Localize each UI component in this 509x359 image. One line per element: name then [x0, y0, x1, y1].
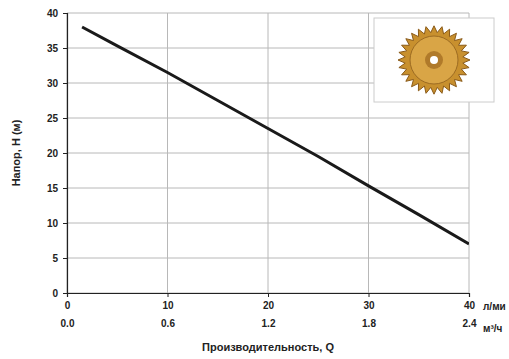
grid-line-y — [67, 153, 469, 154]
grid-line-y — [67, 118, 469, 119]
tick-label: 30 — [363, 300, 375, 311]
tick-mark — [268, 293, 269, 297]
x-unit: л/ми — [483, 301, 506, 312]
tick-mark — [168, 293, 169, 297]
tick: 30 — [363, 293, 375, 311]
tick-mark — [63, 258, 67, 259]
plot: 0 10 20 30 40 0.0 0.6 1.2 1.8 2.4 0 5 10 15 20 25 30 35 40 — [47, 8, 477, 329]
tick-label: 5 — [52, 253, 58, 264]
x2-axis: 0.0 0.6 1.2 1.8 2.4 — [61, 315, 477, 329]
tick: 30 — [47, 78, 67, 89]
series-group — [82, 27, 469, 244]
tick-label: 0.6 — [161, 318, 175, 329]
tick-label: 25 — [47, 113, 59, 124]
x-axis-title: Производительность, Q — [202, 341, 334, 353]
tick: 0.6 — [161, 315, 175, 329]
tick: 0 — [52, 288, 67, 299]
tick-label: 10 — [47, 218, 59, 229]
grid-line-y — [67, 188, 469, 189]
tick-label: 20 — [47, 148, 59, 159]
tick-mark — [63, 153, 67, 154]
series-line — [82, 27, 469, 244]
tick-mark — [63, 83, 67, 84]
tick-mark — [469, 293, 470, 297]
tick: 1.8 — [362, 315, 376, 329]
tick-mark — [63, 223, 67, 224]
grid — [67, 13, 469, 293]
tick: 40 — [464, 293, 476, 311]
tick: 0.0 — [61, 315, 75, 329]
impeller-teeth — [398, 26, 470, 94]
y-axis: 0 5 10 15 20 25 30 35 40 — [47, 8, 68, 299]
tick-label: 1.2 — [262, 318, 276, 329]
tick-label: 40 — [47, 8, 59, 19]
tick: 10 — [162, 293, 174, 311]
tick: 10 — [47, 218, 67, 229]
tick-mark — [63, 293, 67, 294]
tick: 25 — [47, 113, 67, 124]
tick-label: 1.8 — [362, 318, 376, 329]
tick: 20 — [263, 293, 275, 311]
y-axis-title: Напор, H (м) — [10, 119, 22, 186]
axis-line — [63, 14, 68, 294]
x2-unit: м³/ч — [483, 323, 503, 334]
tick: 20 — [47, 148, 67, 159]
tick-label: 35 — [47, 43, 59, 54]
tick: 0 — [65, 293, 71, 311]
tick: 1.2 — [262, 315, 276, 329]
impeller-hub — [425, 51, 443, 69]
tick: 35 — [47, 43, 67, 54]
chart: 0 10 20 30 40 0.0 0.6 1.2 1.8 2.4 0 5 10 15 20 25 30 35 40… — [0, 0, 509, 359]
tick-label: 15 — [47, 183, 59, 194]
tick-mark — [63, 48, 67, 49]
picture-frame — [374, 18, 494, 102]
grid-line-y — [67, 258, 469, 259]
axis-line — [68, 294, 470, 298]
tick-label: 20 — [263, 300, 275, 311]
tick-label: 2.4 — [463, 318, 477, 329]
tick-label: 0.0 — [61, 318, 75, 329]
tick-label: 0 — [65, 300, 71, 311]
tick: 2.4 — [463, 315, 477, 329]
tick-label: 0 — [52, 288, 58, 299]
impeller-disc — [410, 36, 458, 84]
impeller-hole — [430, 56, 438, 64]
tick: 5 — [52, 253, 67, 264]
impeller-picture — [374, 18, 494, 102]
tick: 15 — [47, 183, 67, 194]
grid-line-y — [67, 223, 469, 224]
x-axis: 0 10 20 30 40 — [65, 293, 476, 311]
tick-label: 30 — [47, 78, 59, 89]
tick: 40 — [47, 8, 67, 19]
tick-mark — [63, 13, 67, 14]
tick-mark — [63, 118, 67, 119]
tick-mark — [63, 188, 67, 189]
tick-label: 40 — [464, 300, 476, 311]
tick-label: 10 — [162, 300, 174, 311]
tick-mark — [369, 293, 370, 297]
axis-line — [68, 315, 470, 316]
grid-line-y — [67, 13, 469, 14]
